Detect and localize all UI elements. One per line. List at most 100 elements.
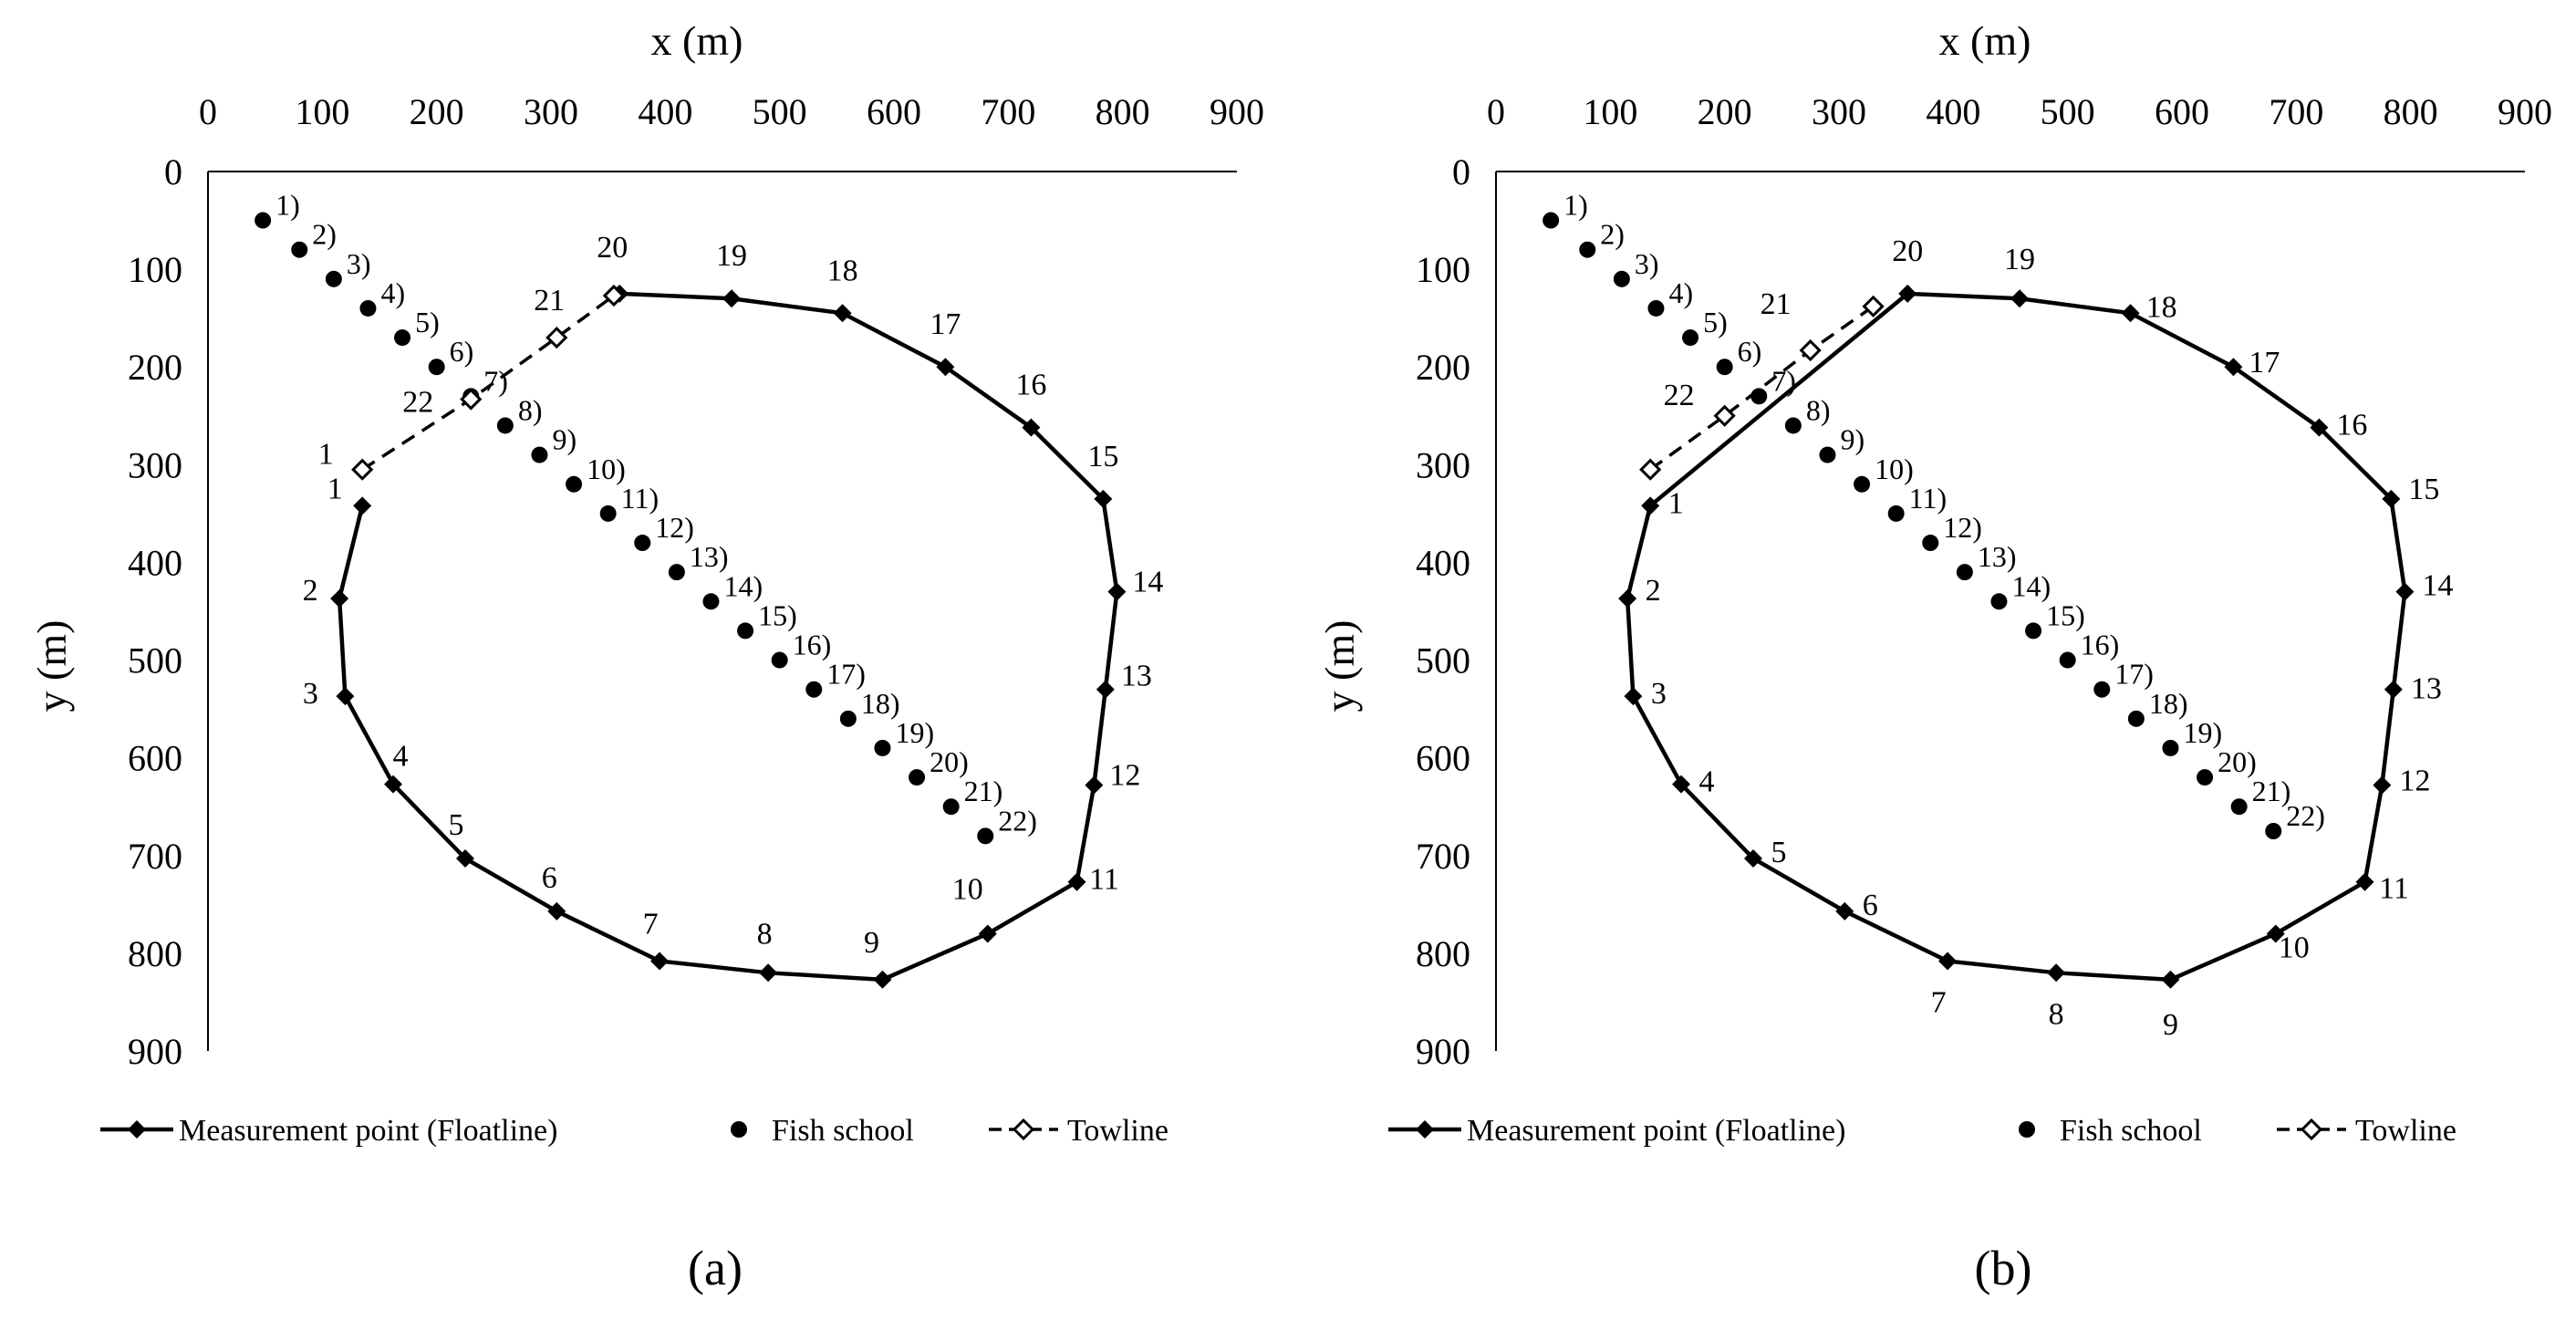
- x-axis-title: x (m): [651, 17, 743, 64]
- floatline-point-label: 2: [303, 574, 318, 608]
- fish-school-label: 10): [587, 452, 626, 485]
- fish-school-label: 5): [1703, 306, 1728, 338]
- floatline-point-label: 12: [1109, 759, 1140, 793]
- fish-school-dot: [1922, 535, 1939, 552]
- fish-school-label: 3): [1635, 247, 1659, 280]
- floatline-point-marker: [547, 901, 566, 921]
- legend-fish-marker: [2019, 1121, 2035, 1138]
- floatline-point-label: 11: [1089, 863, 1119, 897]
- x-tick-label: 700: [981, 91, 1035, 132]
- fish-school-dot: [1579, 241, 1596, 258]
- fish-school-dot: [1956, 564, 1973, 581]
- fish-school-dot: [291, 241, 308, 258]
- legend-towline-label: Towline: [2355, 1114, 2457, 1148]
- y-axis-title: y (m): [1316, 620, 1363, 713]
- floatline-point-label: 19: [716, 239, 747, 273]
- y-tick-label: 600: [1416, 738, 1470, 779]
- fish-school-dot: [2230, 798, 2248, 816]
- floatline-point-label: 16: [1015, 369, 1046, 402]
- floatline-point-marker: [2355, 872, 2374, 891]
- legend-floatline-label: Measurement point (Floatline): [1467, 1114, 1845, 1148]
- fish-school-dot: [359, 299, 377, 317]
- fish-school-dot: [2197, 769, 2214, 786]
- fish-school-dot: [634, 535, 651, 552]
- y-tick-label: 900: [128, 1031, 182, 1072]
- y-tick-label: 100: [1416, 249, 1470, 290]
- fish-school-dot: [1887, 504, 1905, 522]
- legend-floatline-marker: [1416, 1120, 1434, 1139]
- fish-school-dot: [737, 622, 754, 640]
- floatline-point-label: 9: [2163, 1008, 2178, 1042]
- floatline-point-marker: [2224, 358, 2243, 377]
- floatline-point-label: 1: [327, 472, 343, 505]
- panel-label: (b): [1975, 1241, 2032, 1295]
- fish-school-label: 17): [2114, 658, 2154, 691]
- fish-school-dot: [1716, 359, 1733, 376]
- x-tick-label: 300: [1812, 91, 1866, 132]
- fish-school-label: 9): [552, 423, 576, 456]
- fish-school-dot: [2025, 622, 2042, 640]
- floatline-point-marker: [1938, 952, 1958, 971]
- floatline-point-label: 15: [1087, 440, 1118, 473]
- fish-school-label: 2): [312, 218, 337, 251]
- fish-school-dot: [702, 593, 720, 610]
- fish-school-label: 1): [275, 189, 300, 222]
- floatline-point-label: 2: [1646, 574, 1661, 608]
- floatline-point-label: 15: [2408, 473, 2439, 506]
- floatline-point-label: 6: [1863, 889, 1878, 922]
- floatline-point-marker: [384, 775, 403, 794]
- fish-school-label: 9): [1840, 423, 1864, 456]
- fish-school-label: 6): [450, 335, 474, 368]
- y-tick-label: 0: [164, 151, 182, 192]
- fish-school-label: 8): [1806, 393, 1831, 426]
- x-axis-title: x (m): [1939, 17, 2031, 64]
- floatline-point-marker: [1624, 687, 1643, 706]
- fish-school-label: 20): [930, 745, 969, 778]
- floatline-point-label: 11: [2379, 872, 2409, 906]
- fish-school-dot: [566, 475, 583, 493]
- fish-school-label: 6): [1738, 335, 1762, 368]
- x-tick-label: 0: [1487, 91, 1505, 132]
- floatline-point-label: 18: [827, 254, 858, 287]
- fish-school-dot: [1613, 270, 1630, 287]
- x-tick-label: 200: [1698, 91, 1752, 132]
- chart-panel-b: 0 100 200 300 400 500 600 700 800 900 0 100 200 300 40…: [1316, 17, 2552, 1295]
- fish-school-label: 12): [1943, 511, 1982, 544]
- towline-line: [361, 294, 615, 472]
- floatline-point-label: 16: [2336, 409, 2367, 442]
- fish-school-dot: [2162, 739, 2179, 756]
- fish-school-label: 4): [380, 276, 405, 309]
- legend-fish-marker: [731, 1121, 747, 1138]
- floatline-point-marker: [2047, 963, 2066, 983]
- floatline-point-marker: [353, 496, 372, 515]
- fish-school-dot: [254, 212, 272, 229]
- fish-school-dot: [1784, 417, 1802, 434]
- fish-school-label: 22): [2286, 799, 2325, 832]
- floatline-point-marker: [2373, 775, 2392, 795]
- floatline-point-label: 3: [303, 677, 318, 711]
- floatline-point-marker: [1744, 848, 1762, 868]
- floatline-point-label: 4: [393, 740, 409, 774]
- y-tick-label: 800: [1416, 933, 1470, 974]
- floatline-point-label: 13: [1121, 660, 1152, 693]
- x-tick-label: 400: [638, 91, 692, 132]
- x-tick-label: 600: [867, 91, 921, 132]
- floatline-point-label: 7: [643, 907, 659, 941]
- fish-school-dot: [1990, 593, 2008, 610]
- fish-school-label: 21): [2252, 775, 2291, 807]
- floatline-point-marker: [2121, 304, 2140, 323]
- fish-school-label: 13): [1978, 540, 2017, 573]
- fish-school-label: 14): [723, 569, 763, 602]
- fish-school-label: 11): [1909, 482, 1947, 515]
- fish-school-dot: [1647, 299, 1665, 317]
- fish-school-label: 15): [758, 598, 797, 631]
- legend-towline-label: Towline: [1067, 1114, 1169, 1148]
- fish-school-dot: [531, 446, 548, 463]
- y-tick-label: 200: [128, 347, 182, 388]
- towline-point-marker: [1639, 458, 1662, 481]
- fish-school-label: 7): [483, 364, 508, 397]
- floatline-point-label: 9: [864, 926, 879, 960]
- floatline-point-marker: [2010, 289, 2030, 308]
- floatline-point-marker: [759, 963, 778, 983]
